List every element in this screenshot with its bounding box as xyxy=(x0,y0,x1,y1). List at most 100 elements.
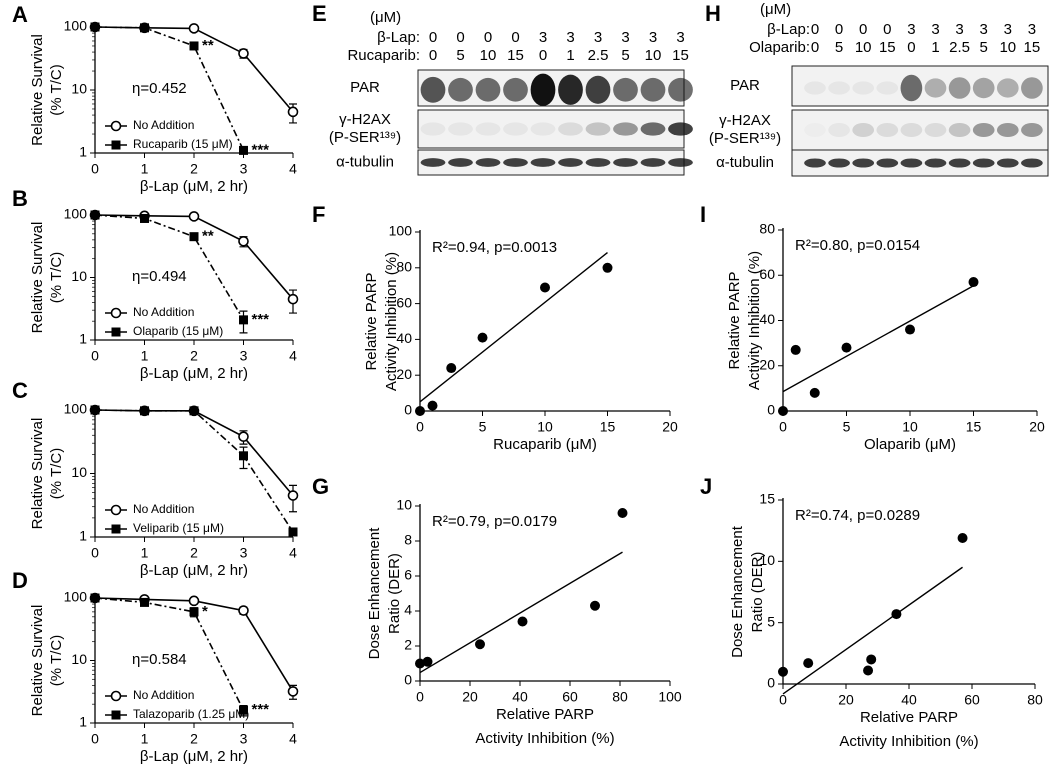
x-tick-label: 20 xyxy=(462,689,478,705)
series-line xyxy=(94,597,245,711)
blot-band xyxy=(924,78,947,98)
blot-band xyxy=(585,158,611,167)
point xyxy=(841,342,852,353)
y-tick-label: 40 xyxy=(759,311,775,327)
x-tick-label: 4 xyxy=(289,161,297,177)
x-axis-label: Relative PARP xyxy=(496,706,594,723)
y-axis-label: (% T/C) xyxy=(48,448,65,499)
lane-value: 3 xyxy=(931,21,939,38)
band-label: PAR xyxy=(350,79,380,96)
row-label: β-Lap: xyxy=(377,29,420,46)
lane-value: 5 xyxy=(835,39,843,56)
panel-label: I xyxy=(700,202,706,227)
marker xyxy=(287,293,299,305)
row-label: Olaparib: xyxy=(749,39,810,56)
point xyxy=(540,282,550,293)
x-tick-label: 0 xyxy=(91,161,99,177)
lane-value: 0 xyxy=(539,47,547,64)
x-tick-label: 2 xyxy=(190,161,198,177)
lane-value: 15 xyxy=(672,47,689,64)
y-axis-label: Relative Survival xyxy=(29,222,46,334)
legend-marker xyxy=(111,327,121,337)
y-axis-label: (% T/C) xyxy=(48,635,65,686)
blot-band xyxy=(475,122,501,136)
y-tick-label: 100 xyxy=(64,206,88,222)
panel-label: C xyxy=(12,378,28,403)
blot-band xyxy=(804,123,826,137)
blot-band xyxy=(503,158,528,167)
x-tick-label: 15 xyxy=(966,419,982,435)
y-tick-label: 10 xyxy=(71,268,87,284)
blot-band xyxy=(420,122,446,136)
blot-strip xyxy=(417,109,685,149)
blot-band xyxy=(948,123,971,137)
point xyxy=(477,332,488,343)
lane-value: 10 xyxy=(855,39,872,56)
y-tick-label: 2 xyxy=(404,637,412,653)
y-tick-label: 0 xyxy=(404,402,412,418)
blot-band xyxy=(585,122,611,136)
y-tick-label: 100 xyxy=(389,223,413,239)
point xyxy=(617,508,628,518)
x-tick-label: 4 xyxy=(289,348,297,364)
blot-band xyxy=(924,158,947,168)
unit-label: (μM) xyxy=(760,1,791,18)
x-tick-label: 20 xyxy=(1029,419,1045,435)
blot-band xyxy=(924,123,947,137)
eta-label: η=0.584 xyxy=(132,651,187,668)
y-tick-label: 100 xyxy=(64,18,88,34)
eta-label: η=0.452 xyxy=(132,80,187,97)
blot-band xyxy=(475,77,501,102)
blot-band xyxy=(448,77,473,102)
legend-label: No Addition xyxy=(133,305,194,319)
row-label: β-Lap: xyxy=(767,21,810,38)
lane-value: 15 xyxy=(507,47,524,64)
point xyxy=(778,666,788,677)
series-line xyxy=(94,26,294,113)
marker xyxy=(238,235,249,247)
significance-label: *** xyxy=(252,141,270,158)
lane-value: 2.5 xyxy=(949,39,970,56)
blot-band xyxy=(668,158,693,167)
marker xyxy=(239,705,248,715)
marker xyxy=(90,210,100,220)
y-tick-label: 40 xyxy=(396,330,412,346)
lane-value: 15 xyxy=(1024,39,1041,56)
y-tick-label: 10 xyxy=(71,81,87,97)
lane-value: 3 xyxy=(980,21,988,38)
blot-band xyxy=(948,158,971,168)
lane-value: 0 xyxy=(511,29,519,46)
blot-band xyxy=(530,122,556,136)
x-tick-label: 3 xyxy=(240,348,248,364)
blot-band xyxy=(996,158,1019,168)
x-axis-label: Activity Inhibition (%) xyxy=(839,733,978,750)
lane-value: 3 xyxy=(621,29,629,46)
marker xyxy=(189,41,199,51)
blot-band xyxy=(640,158,666,167)
x-axis-label: Olaparib (μM) xyxy=(864,436,956,453)
y-tick-label: 5 xyxy=(767,613,775,629)
y-axis-label: Ratio (DER) xyxy=(749,552,766,633)
y-axis-label: Relative Survival xyxy=(29,605,46,717)
x-tick-label: 20 xyxy=(662,419,678,435)
panel-label: B xyxy=(12,186,28,211)
lane-value: 1 xyxy=(931,39,939,56)
blot-band xyxy=(804,81,826,95)
blot-band xyxy=(900,158,923,168)
y-tick-label: 100 xyxy=(64,401,88,417)
marker xyxy=(188,23,200,34)
significance-label: ** xyxy=(202,228,214,245)
marker xyxy=(238,48,249,59)
band-label: γ-H2AX xyxy=(339,111,391,128)
x-tick-label: 1 xyxy=(141,545,149,561)
point xyxy=(809,387,820,398)
y-tick-label: 1 xyxy=(79,331,87,347)
x-tick-label: 10 xyxy=(902,419,918,435)
x-tick-label: 1 xyxy=(141,348,149,364)
marker xyxy=(239,451,248,461)
x-axis-label: Relative PARP xyxy=(860,709,958,726)
point xyxy=(602,262,613,273)
marker xyxy=(140,406,149,416)
